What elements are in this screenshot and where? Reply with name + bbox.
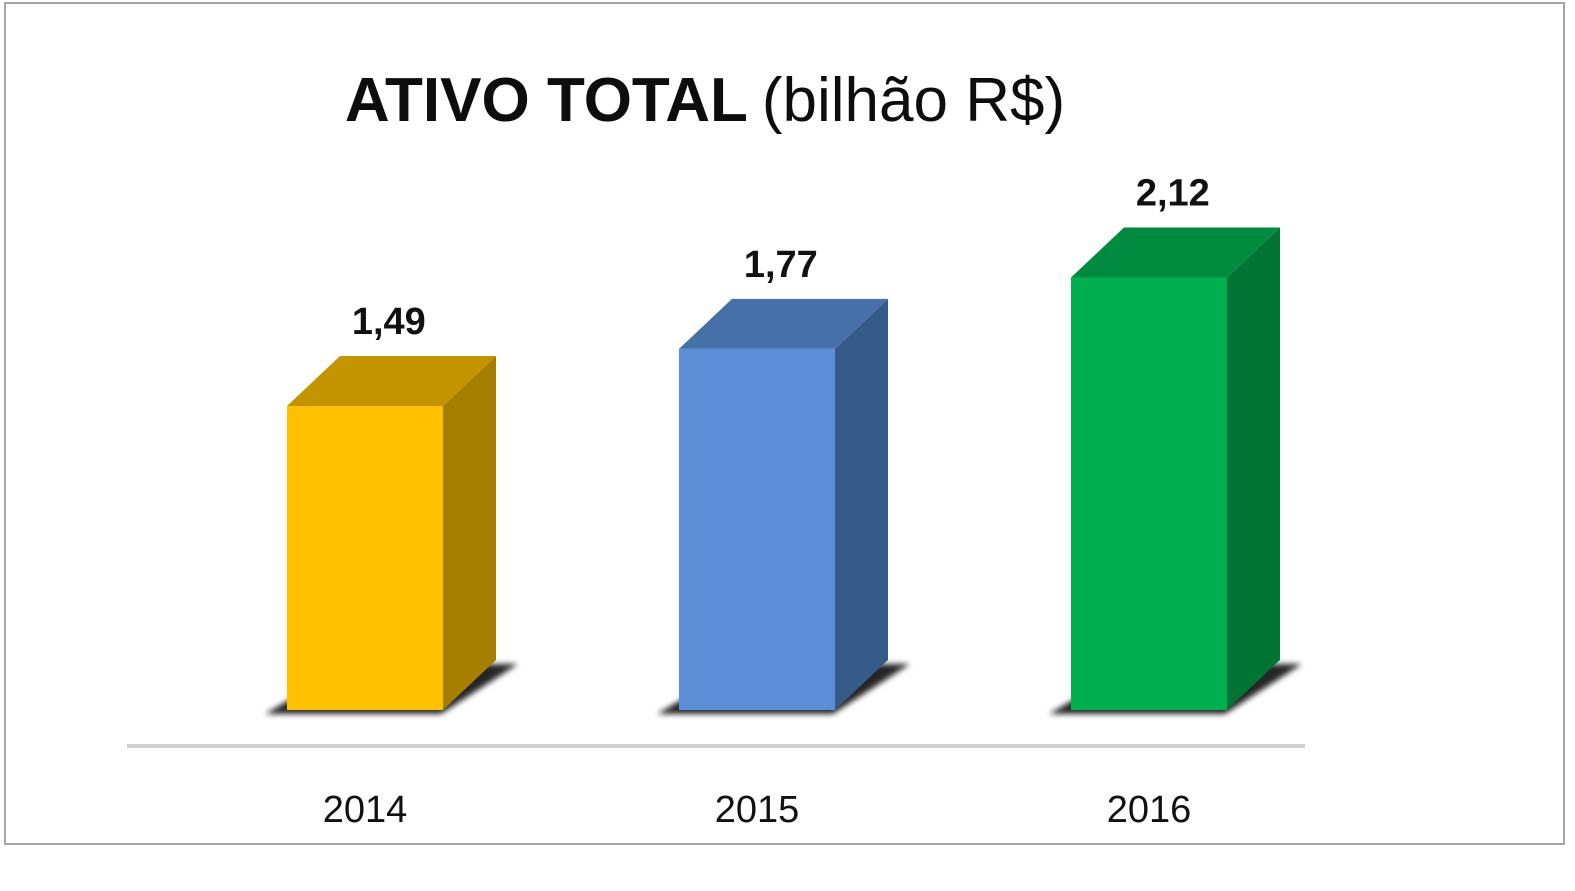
bar-side-2015: [835, 298, 888, 710]
bar-top-2014: [287, 356, 496, 407]
value-label-2015: 1,77: [744, 244, 818, 286]
bars-layer: 1,49 2014 1,77 2015 2,12 2016: [265, 173, 1302, 831]
chart-title-main: ATIVO TOTAL: [345, 66, 748, 135]
bar-2014: [287, 406, 443, 710]
bar-top-2016: [1071, 227, 1280, 278]
bar-top-2015: [679, 298, 888, 349]
category-label-2014: 2014: [323, 789, 408, 831]
value-label-2016: 2,12: [1136, 173, 1210, 215]
value-label-2014: 1,49: [352, 301, 426, 343]
category-label-2016: 2016: [1107, 789, 1192, 831]
bar-side-2014: [443, 356, 496, 710]
bar-group-2014: 1,49 2014: [265, 301, 518, 831]
chart-title: ATIVO TOTAL (bilhão R$): [345, 66, 1065, 135]
bar-group-2016: 2,12 2016: [1049, 173, 1302, 831]
bar-side-2016: [1227, 227, 1280, 710]
chart-title-unit: (bilhão R$): [762, 66, 1065, 135]
bar-group-2015: 1,77 2015: [657, 244, 910, 831]
category-label-2015: 2015: [715, 789, 800, 831]
bar-2016: [1071, 277, 1227, 710]
bar-2015: [679, 348, 835, 710]
